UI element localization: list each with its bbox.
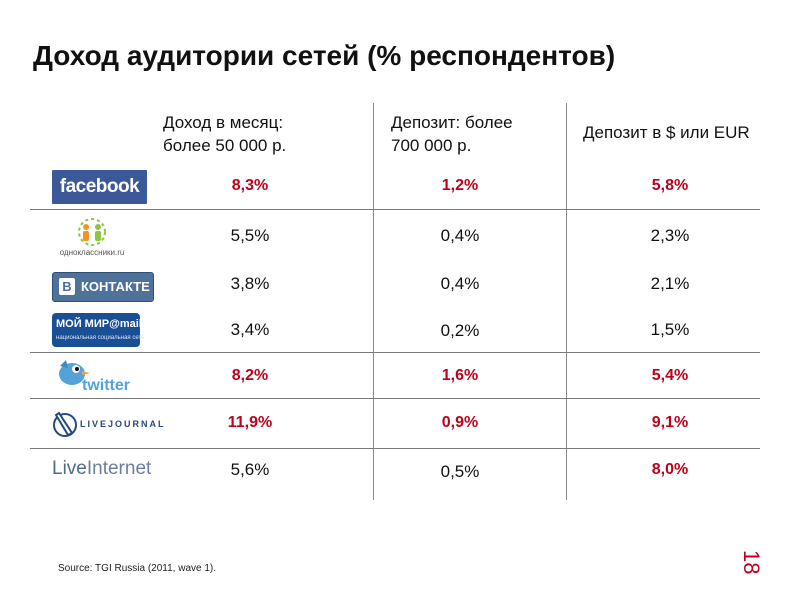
row-divider: [30, 448, 760, 449]
odnoklassniki-income-value: 5,5%: [230, 226, 270, 245]
source-note: Source: TGI Russia (2011, wave 1).: [58, 563, 217, 574]
twitter-currency-value: 5,4%: [651, 367, 689, 384]
moy-mir-income-value: 3,4%: [230, 320, 270, 339]
vkontakte-logo: В КОНТАКТЕ: [52, 272, 154, 302]
row-divider: [30, 398, 760, 399]
odnoklassniki-currency-value: 2,3%: [650, 226, 690, 245]
odnoklassniki-figures-icon: [78, 218, 106, 246]
row-divider: [30, 352, 760, 353]
twitter-deposit-value: 1,6%: [441, 367, 479, 384]
vkontakte-income-value: 3,8%: [230, 274, 270, 293]
livejournal-logo: LIVEJOURNAL: [52, 405, 164, 445]
liveinternet-logo: LiveInternet: [52, 458, 152, 479]
odnoklassniki-deposit-value: 0,4%: [440, 226, 480, 245]
facebook-income-value: 8,3%: [231, 177, 269, 194]
liveinternet-deposit-value: 0,5%: [440, 462, 480, 481]
page-title: Доход аудитории сетей (% респондентов): [33, 40, 616, 71]
column-header-currency-deposit: Депозит в $ или EUR: [583, 123, 750, 142]
vkontakte-deposit-value: 0,4%: [440, 274, 480, 293]
livejournal-income-value: 11,9%: [227, 414, 273, 431]
twitter-logo: twitter: [52, 356, 142, 396]
facebook-deposit-value: 1,2%: [441, 177, 479, 194]
twitter-bird-icon: [59, 360, 90, 385]
livejournal-pencil-icon: [53, 411, 77, 437]
vkontakte-b-icon: В: [59, 278, 75, 295]
page-number: 18: [739, 550, 764, 575]
facebook-currency-value: 5,8%: [651, 177, 689, 194]
moy-mir-logo: МОЙ МИР@mail.ru национальная социальная …: [52, 313, 156, 347]
facebook-logo: facebook: [52, 170, 147, 204]
liveinternet-income-value: 5,6%: [230, 460, 270, 479]
moy-mir-currency-value: 1,5%: [650, 320, 690, 339]
vkontakte-currency-value: 2,1%: [650, 274, 690, 293]
column-header-income: Доход в месяц: более 50 000 р.: [163, 113, 287, 155]
twitter-income-value: 8,2%: [231, 367, 269, 384]
column-header-deposit: Депозит: более 700 000 р.: [391, 113, 513, 155]
column-divider: [566, 103, 567, 500]
livejournal-deposit-value: 0,9%: [441, 414, 479, 431]
liveinternet-currency-value: 8,0%: [651, 461, 689, 478]
odnoklassniki-logo: одноклассники.ru: [52, 216, 132, 260]
row-divider: [30, 209, 760, 210]
moy-mir-deposit-value: 0,2%: [440, 321, 480, 340]
column-divider: [373, 103, 374, 500]
livejournal-currency-value: 9,1%: [651, 414, 689, 431]
